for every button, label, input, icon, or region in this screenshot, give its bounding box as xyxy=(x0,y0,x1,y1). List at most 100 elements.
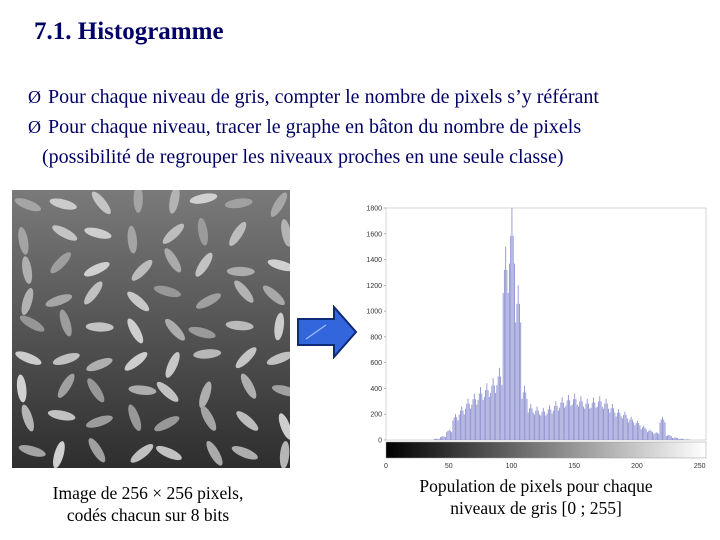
y-tick-label: 0 xyxy=(378,438,382,445)
rice-grain xyxy=(49,198,77,210)
x-tick-label: 0 xyxy=(384,463,388,470)
histogram-bar xyxy=(493,385,495,440)
histogram-chart: 0 200 400 600 800 1000 1200 1400 1600 1800 0 50 100 1… xyxy=(366,206,707,470)
rice-grain xyxy=(52,225,78,241)
histogram-bar xyxy=(468,403,470,440)
histogram-bar xyxy=(542,407,544,440)
bullet-text: Pour chaque niveau, tracer le graphe en … xyxy=(48,116,582,138)
histogram-bar xyxy=(482,399,484,440)
y-tick-label: 800 xyxy=(370,334,382,341)
histogram-bar xyxy=(575,399,577,440)
histogram-bar xyxy=(450,430,451,440)
histogram-bar xyxy=(526,398,528,440)
histogram-caption: Population de pixels pour chaque niveaux… xyxy=(386,475,686,519)
rice-grain xyxy=(18,445,46,457)
rice-grain xyxy=(53,441,65,468)
histogram-bar xyxy=(480,387,481,440)
histogram-bar xyxy=(674,437,676,440)
histogram-bar xyxy=(667,435,668,440)
histogram-bar xyxy=(648,430,650,440)
histogram-bar xyxy=(565,405,567,440)
y-tick-label: 600 xyxy=(370,360,382,367)
histogram-bar xyxy=(670,436,672,440)
bullet-text: (possibilité de regrouper les niveaux pr… xyxy=(42,146,564,168)
y-tick-label: 400 xyxy=(370,386,382,393)
histogram-bar xyxy=(547,409,549,440)
histogram-bar xyxy=(669,435,671,440)
right-arrow-icon xyxy=(297,305,358,359)
histogram-bar xyxy=(639,425,641,440)
histogram-bar xyxy=(473,393,475,440)
histogram-bar xyxy=(471,404,473,440)
histogram-bar xyxy=(654,433,656,440)
histogram-bar xyxy=(511,208,513,440)
grayscale-gradient-bar xyxy=(385,441,707,459)
histogram-bar xyxy=(595,407,597,440)
rice-grain xyxy=(59,309,72,337)
rice-grain xyxy=(225,320,254,331)
histogram-bar xyxy=(521,398,523,440)
x-tick-label: 200 xyxy=(631,463,643,470)
histogram-bar xyxy=(610,408,612,440)
histogram-bar xyxy=(534,414,535,440)
rice-grain xyxy=(127,318,144,344)
histogram-bar xyxy=(443,436,445,440)
histogram-bar xyxy=(451,432,453,440)
x-tick-label: 100 xyxy=(506,463,518,470)
rice-grain xyxy=(124,352,148,371)
histogram-bar xyxy=(437,438,439,440)
rice-grain xyxy=(154,416,180,432)
histogram-bar xyxy=(611,403,613,440)
rice-grain xyxy=(16,374,27,403)
histogram-bar xyxy=(677,438,679,440)
histogram-bar xyxy=(609,412,611,440)
histogram-bar xyxy=(501,385,503,440)
histogram-bar xyxy=(621,418,623,440)
histogram-bar xyxy=(678,439,680,440)
histogram-bar xyxy=(505,246,507,440)
histogram-bar xyxy=(461,406,463,440)
histogram-bar xyxy=(555,401,557,440)
histogram-bar xyxy=(629,419,631,440)
rice-grain xyxy=(21,404,34,432)
histogram-bar xyxy=(537,410,539,440)
histogram-bar xyxy=(570,405,572,440)
rice-grain xyxy=(197,217,208,246)
histogram-bar xyxy=(544,411,545,440)
rice-grain xyxy=(83,261,110,277)
histogram-bar xyxy=(567,394,569,440)
rice-grain xyxy=(91,191,111,215)
histogram-bar xyxy=(520,322,522,440)
histogram-bar xyxy=(535,410,537,440)
rice-grain xyxy=(15,351,42,365)
rice-grain xyxy=(84,227,112,239)
histogram-bar xyxy=(628,422,630,440)
histogram-bar xyxy=(503,269,505,440)
histogram-bar xyxy=(442,436,444,440)
histogram-bar xyxy=(630,416,632,440)
rice-grain xyxy=(156,381,179,402)
rice-grain xyxy=(189,193,218,204)
rice-grain xyxy=(131,259,153,281)
rice-grain xyxy=(274,312,285,341)
histogram-bar xyxy=(488,396,490,440)
histogram-bar xyxy=(532,412,534,440)
histogram-bar xyxy=(687,439,689,440)
rice-grain xyxy=(229,221,247,246)
slide-title: 7.1. Histogramme xyxy=(34,18,224,45)
rice-grain xyxy=(85,322,114,332)
rice-grain xyxy=(87,378,105,403)
histogram-bar xyxy=(522,392,524,440)
histogram-bar xyxy=(679,438,681,440)
histogram-bar xyxy=(649,429,651,440)
histogram-bar xyxy=(590,407,592,440)
histogram-bar xyxy=(514,263,515,440)
rice-grain xyxy=(128,385,157,396)
histogram-bar xyxy=(620,416,622,440)
histogram-bar xyxy=(434,438,436,440)
histogram-bar xyxy=(638,422,640,440)
histogram-bar xyxy=(462,410,464,440)
histogram-bar xyxy=(453,417,455,440)
histogram-bar xyxy=(564,407,566,440)
histogram-bar xyxy=(457,420,459,440)
